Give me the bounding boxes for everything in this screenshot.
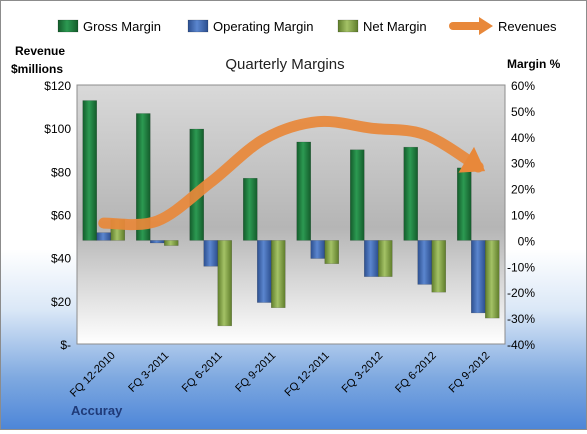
left-tick-label: $80 bbox=[51, 165, 71, 179]
operating-margin-bar bbox=[96, 232, 111, 241]
revenue-arrowhead bbox=[458, 146, 486, 173]
category-label: FQ 12-2011 bbox=[282, 350, 331, 399]
net-margin-bar bbox=[378, 240, 393, 277]
operating-margin-bar bbox=[471, 240, 486, 314]
right-tick-label: -10% bbox=[507, 260, 535, 274]
right-tick-label: 30% bbox=[511, 157, 535, 171]
net-margin-bar bbox=[271, 240, 286, 308]
category-label: FQ 6-2012 bbox=[393, 350, 439, 396]
category-label: FQ 3-2012 bbox=[340, 350, 386, 396]
bars-group bbox=[82, 100, 500, 327]
operating-margin-bar bbox=[417, 240, 432, 285]
operating-margin-bar bbox=[203, 240, 218, 267]
legend-arrow-revenues bbox=[479, 17, 493, 35]
legend-swatch bbox=[57, 19, 79, 33]
left-axis-label-line1: Revenue bbox=[15, 44, 65, 58]
company-label: Accuray bbox=[71, 403, 123, 418]
left-tick-label: $- bbox=[60, 338, 71, 352]
net-margin-bar bbox=[217, 240, 232, 327]
legend: Gross Margin Operating Margin Net Margin Re… bbox=[57, 17, 557, 35]
gross-margin-bar bbox=[350, 149, 365, 241]
net-margin-bar bbox=[485, 240, 500, 319]
gross-margin-bar bbox=[296, 141, 311, 241]
category-label: FQ 9-2011 bbox=[233, 350, 278, 395]
right-tick-label: 50% bbox=[511, 105, 535, 119]
gross-margin-bar bbox=[457, 167, 472, 241]
category-label: FQ 6-2011 bbox=[180, 350, 225, 395]
legend-label: Gross Margin bbox=[83, 19, 161, 34]
operating-margin-bar bbox=[150, 240, 165, 244]
net-margin-bar bbox=[324, 240, 339, 264]
left-axis-label-line2: $millions bbox=[11, 62, 63, 76]
left-tick-label: $60 bbox=[51, 209, 71, 223]
right-tick-label: 10% bbox=[511, 209, 535, 223]
right-tick-label: -30% bbox=[507, 312, 535, 326]
revenue-line-group bbox=[98, 115, 486, 231]
right-axis-ticks: 60% 50% 40% 30% 20% 10% 0% -10% -20% -30% -40% bbox=[507, 79, 535, 352]
right-axis-label: Margin % bbox=[507, 57, 561, 71]
left-tick-label: $40 bbox=[51, 252, 71, 266]
left-tick-label: $120 bbox=[44, 79, 71, 93]
legend-swatch bbox=[337, 19, 359, 33]
category-labels: FQ 12-2010 FQ 3-2011 FQ 6-2011 FQ 9-2011 FQ … bbox=[68, 350, 492, 400]
operating-margin-bar bbox=[310, 240, 325, 259]
right-tick-label: -20% bbox=[507, 286, 535, 300]
gross-margin-bar bbox=[243, 177, 258, 241]
category-label: FQ 3-2011 bbox=[126, 350, 171, 395]
right-tick-label: 60% bbox=[511, 79, 535, 93]
legend-label: Operating Margin bbox=[213, 19, 313, 34]
gross-margin-bar bbox=[136, 113, 151, 241]
gross-margin-bar bbox=[82, 100, 97, 241]
right-tick-label: 0% bbox=[518, 234, 536, 248]
operating-margin-bar bbox=[257, 240, 272, 303]
net-margin-bar bbox=[431, 240, 446, 293]
operating-margin-bar bbox=[364, 240, 379, 277]
legend-swatch bbox=[187, 19, 209, 33]
category-label: FQ 9-2012 bbox=[447, 350, 493, 396]
category-label: FQ 12-2010 bbox=[68, 350, 118, 400]
revenue-line bbox=[98, 115, 484, 231]
legend-label: Revenues bbox=[498, 19, 557, 34]
left-tick-label: $20 bbox=[51, 295, 71, 309]
left-axis-ticks: $120 $100 $80 $60 $40 $20 $- bbox=[44, 79, 71, 352]
gross-margin-bar bbox=[403, 146, 418, 241]
chart-title: Quarterly Margins bbox=[225, 56, 344, 73]
net-margin-bar bbox=[164, 240, 179, 246]
right-tick-label: 40% bbox=[511, 131, 535, 145]
right-tick-label: 20% bbox=[511, 183, 535, 197]
left-tick-label: $100 bbox=[44, 122, 71, 136]
legend-label: Net Margin bbox=[363, 19, 427, 34]
right-tick-label: -40% bbox=[507, 338, 535, 352]
